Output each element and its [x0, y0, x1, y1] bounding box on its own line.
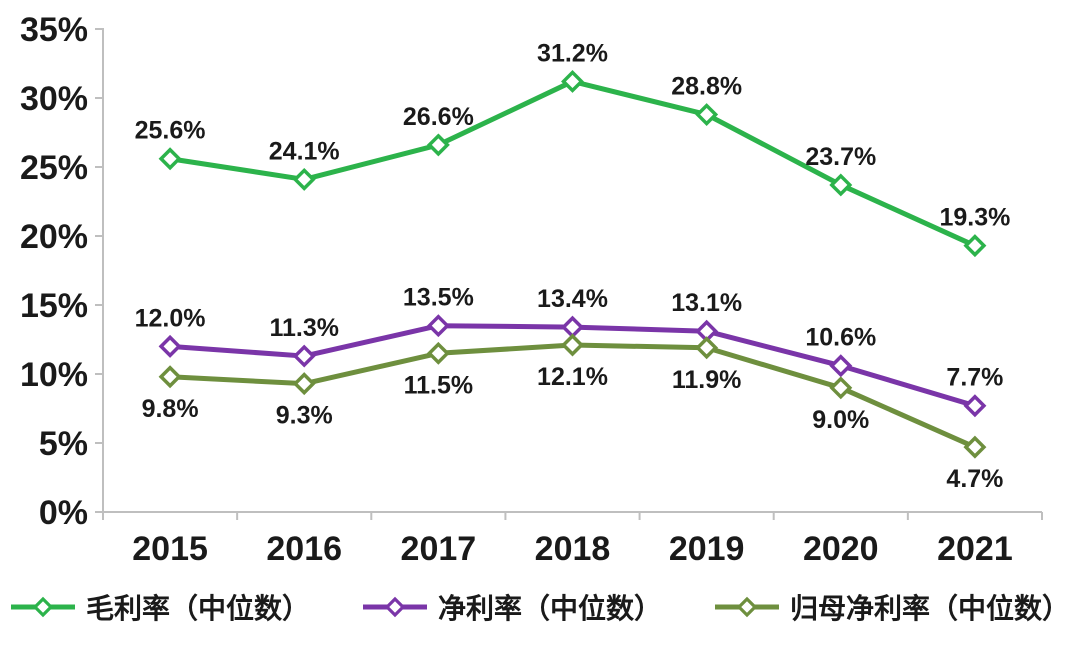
data-point-marker [829, 376, 853, 400]
data-point-marker [963, 234, 987, 258]
legend-line-diamond-icon [715, 596, 779, 618]
x-axis-label: 2017 [401, 530, 477, 568]
legend-line-diamond-icon [362, 596, 427, 618]
data-label: 12.0% [135, 304, 206, 332]
data-label: 12.1% [537, 363, 608, 391]
data-label: 23.7% [805, 143, 876, 171]
data-label: 13.5% [403, 284, 474, 312]
data-label: 11.5% [404, 371, 474, 399]
x-axis-label: 2021 [937, 530, 1013, 568]
data-label: 9.8% [142, 395, 199, 423]
data-point-marker [158, 365, 182, 389]
data-label: 4.7% [946, 465, 1003, 493]
y-tick-label: 35% [20, 11, 88, 49]
data-label: 10.6% [805, 324, 876, 352]
data-label: 13.1% [671, 289, 742, 317]
plot-area: 0% 5% 10% 15% 20% 25% 30% 35% 2015 2016 2017 2018 20… [20, 11, 1043, 568]
data-label: 28.8% [671, 73, 742, 101]
data-label: 19.3% [939, 204, 1010, 232]
y-tick-label: 30% [20, 80, 88, 118]
x-axis-label: 2018 [535, 530, 611, 568]
data-point-marker [561, 69, 584, 93]
data-point-marker [426, 314, 450, 338]
data-label: 11.3% [269, 314, 339, 342]
data-point-marker [292, 344, 316, 368]
y-tick-label: 5% [39, 425, 88, 463]
y-tick-label: 20% [20, 218, 88, 256]
data-point-marker [695, 336, 719, 360]
data-point-marker [963, 435, 987, 459]
data-point-marker [829, 173, 853, 197]
data-label: 13.4% [537, 285, 608, 313]
data-label: 11.9% [672, 366, 742, 394]
y-tick-label: 10% [20, 356, 88, 394]
data-label: 9.0% [812, 406, 869, 434]
data-point-marker [561, 315, 584, 339]
data-label: 25.6% [135, 117, 206, 145]
data-point-marker [426, 133, 450, 157]
legend-item-gross-margin: 毛利率（中位数） [10, 587, 310, 627]
data-point-marker [426, 341, 450, 365]
legend-item-parent-net-margin: 归母净利率（中位数） [714, 587, 1070, 627]
legend-line-diamond-icon [10, 596, 75, 618]
data-point-marker [963, 394, 987, 418]
legend-label-net-margin: 净利率（中位数） [437, 593, 662, 624]
legend-item-net-margin: 净利率（中位数） [362, 587, 662, 627]
data-label: 9.3% [276, 402, 333, 430]
data-point-marker [561, 333, 584, 357]
data-label: 24.1% [269, 137, 340, 165]
data-point-marker [158, 334, 182, 358]
y-tick-label: 25% [20, 149, 88, 187]
data-label: 7.7% [946, 364, 1003, 392]
data-point-marker [695, 103, 719, 127]
x-axis-label: 2016 [266, 530, 342, 568]
legend-label-parent-net-margin: 归母净利率（中位数） [790, 593, 1071, 624]
y-tick-label: 15% [20, 287, 88, 325]
data-point-marker [829, 354, 853, 378]
data-label: 26.6% [403, 103, 474, 131]
legend: 毛利率（中位数） 净利率（中位数） 归母净利率（中位数） [0, 577, 1080, 637]
data-label: 31.2% [537, 39, 608, 67]
data-point-marker [158, 147, 182, 171]
y-tick-label: 0% [39, 494, 88, 532]
x-axis-label: 2020 [803, 530, 879, 568]
legend-label-gross-margin: 毛利率（中位数） [85, 593, 310, 624]
x-axis-label: 2015 [132, 530, 208, 568]
data-point-marker [292, 167, 316, 191]
x-axis-label: 2019 [669, 530, 745, 568]
data-point-marker [292, 372, 316, 396]
